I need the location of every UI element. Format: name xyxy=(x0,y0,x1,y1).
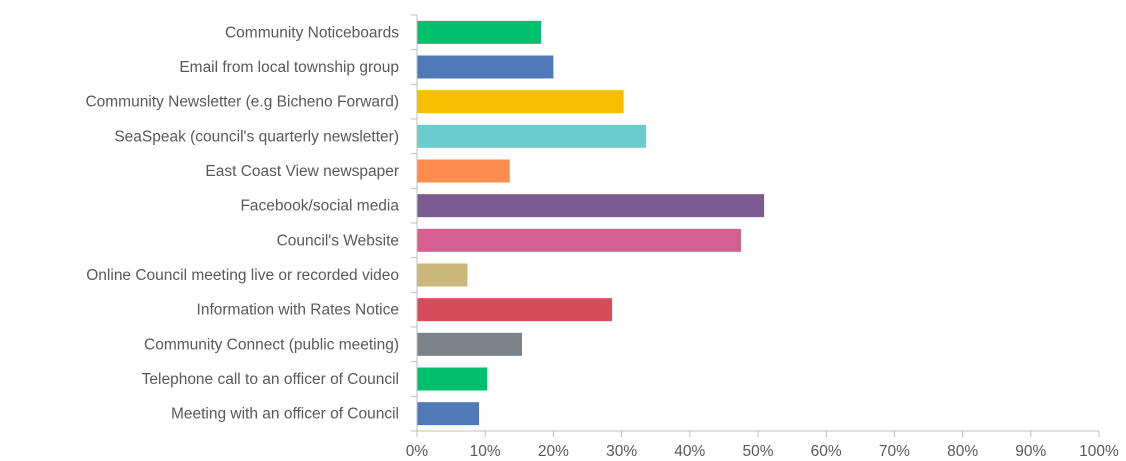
bar-3 xyxy=(417,90,624,114)
x-tick-label: 60% xyxy=(811,443,842,460)
category-label: Email from local township group xyxy=(179,59,399,76)
x-tick-label: 10% xyxy=(470,443,501,460)
category-label: Council's Website xyxy=(277,232,399,249)
bar-7 xyxy=(417,228,741,252)
bar-10 xyxy=(417,332,523,356)
x-tick-label: 90% xyxy=(1015,443,1046,460)
bar-11 xyxy=(417,367,488,391)
category-label: Information with Rates Notice xyxy=(197,302,399,319)
category-label: Meeting with an officer of Council xyxy=(171,406,399,423)
x-tick-label: 0% xyxy=(406,443,429,460)
bar-12 xyxy=(417,402,480,426)
category-label: Online Council meeting live or recorded … xyxy=(86,267,399,284)
category-label: SeaSpeak (council's quarterly newsletter… xyxy=(114,128,399,145)
bar-5 xyxy=(417,159,510,183)
category-label: Community Newsletter (e.g Bicheno Forwar… xyxy=(85,94,399,111)
bar-2 xyxy=(417,55,554,79)
x-tick-label: 20% xyxy=(538,443,569,460)
bar-9 xyxy=(417,298,613,322)
x-tick-label: 40% xyxy=(674,443,705,460)
category-label: Facebook/social media xyxy=(240,198,399,215)
x-tick-label: 70% xyxy=(879,443,910,460)
x-tick-label: 30% xyxy=(606,443,637,460)
x-tick-label: 80% xyxy=(947,443,978,460)
bar-6 xyxy=(417,194,765,218)
bar-1 xyxy=(417,20,542,44)
category-label: Community Noticeboards xyxy=(225,24,399,41)
category-label: Community Connect (public meeting) xyxy=(144,336,399,353)
category-label: East Coast View newspaper xyxy=(205,163,399,180)
bar-8 xyxy=(417,263,468,287)
bar-4 xyxy=(417,124,647,148)
x-tick-label: 50% xyxy=(742,443,773,460)
x-tick-label: 100% xyxy=(1079,443,1119,460)
category-label: Telephone call to an officer of Council xyxy=(142,371,399,388)
